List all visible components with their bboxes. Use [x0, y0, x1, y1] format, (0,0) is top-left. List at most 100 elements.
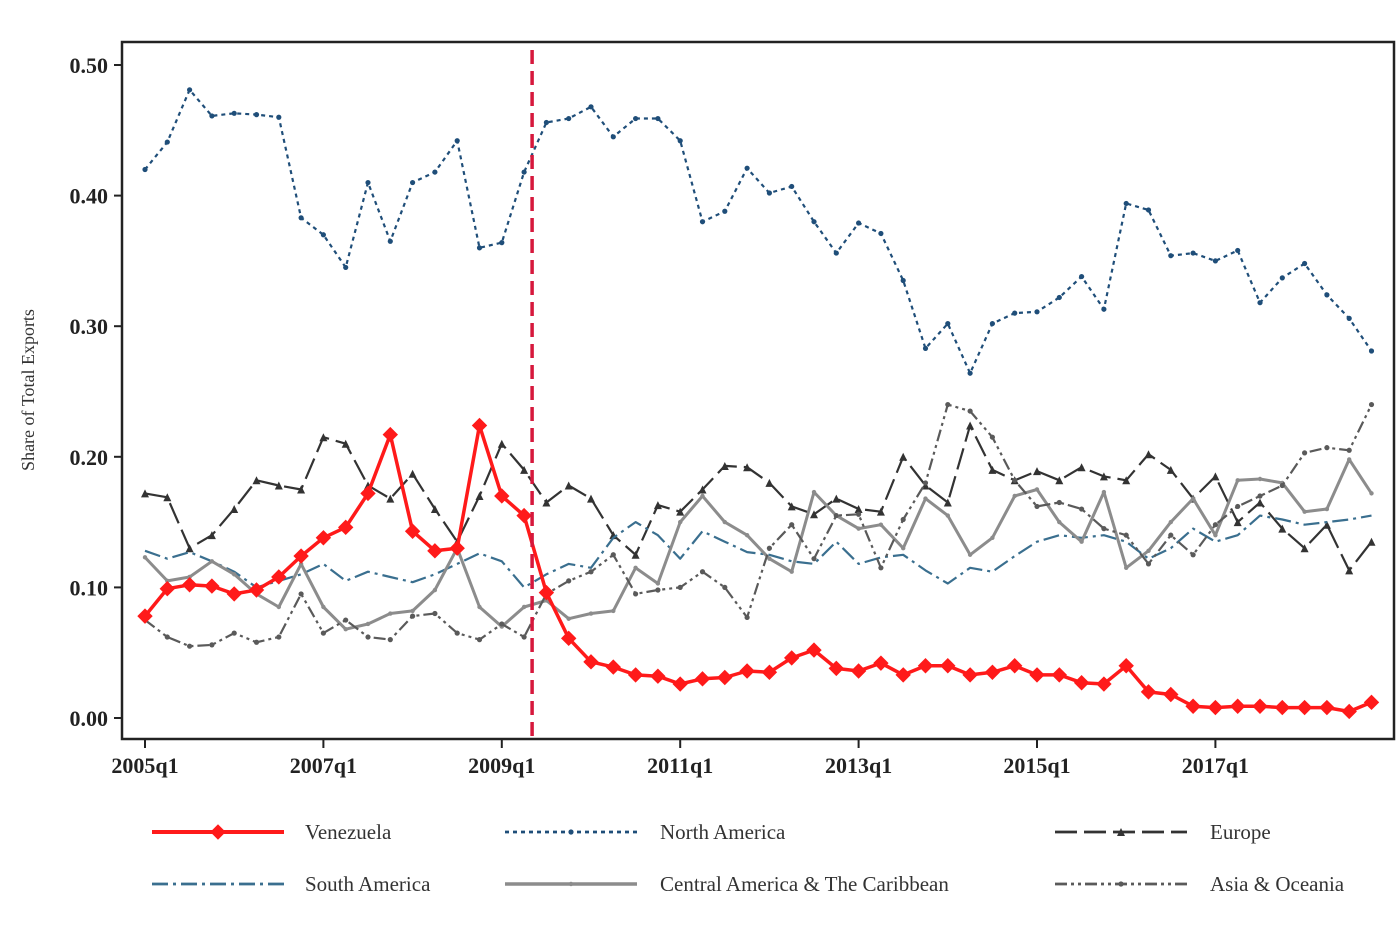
- legend-item-south-america: South America: [152, 872, 431, 896]
- data-point: [1168, 519, 1174, 525]
- data-point: [587, 494, 595, 503]
- data-point: [806, 642, 822, 658]
- data-point: [476, 245, 483, 251]
- data-point: [900, 516, 906, 523]
- data-point: [945, 401, 951, 408]
- data-point: [722, 584, 728, 591]
- data-point: [1368, 348, 1375, 354]
- data-point: [1252, 698, 1268, 714]
- data-point: [1190, 496, 1196, 501]
- data-point: [298, 561, 304, 567]
- series-line-asia-oceania: [144, 403, 1373, 648]
- data-point: [432, 610, 438, 617]
- data-point: [1123, 200, 1129, 207]
- data-point: [943, 498, 952, 507]
- data-point: [1144, 450, 1153, 459]
- x-tick-label: 2007q1: [290, 753, 357, 778]
- data-point: [677, 138, 683, 144]
- x-tick-label: 2013q1: [825, 753, 892, 778]
- data-point: [743, 463, 752, 472]
- data-point: [923, 496, 928, 501]
- data-point: [1207, 699, 1224, 716]
- data-point: [382, 426, 399, 443]
- data-point: [588, 104, 594, 110]
- data-point: [341, 439, 350, 448]
- data-point: [1190, 552, 1196, 558]
- x-axis: 2005q1 2007q1 2009q1 2011q1 2013q1 2015q1 2017…: [111, 739, 1249, 778]
- data-point: [588, 611, 594, 616]
- data-point: [365, 621, 371, 627]
- data-point: [611, 608, 616, 614]
- data-point: [901, 546, 906, 551]
- legend: Venezuela North America Europe South Americ…: [152, 820, 1345, 896]
- data-point: [271, 569, 287, 585]
- data-point: [1211, 472, 1220, 481]
- data-point: [655, 115, 661, 122]
- data-point: [945, 320, 951, 327]
- y-axis: 0.00 0.10 0.20 0.30 0.40 0.50: [70, 53, 122, 731]
- data-point: [207, 531, 216, 540]
- data-point: [432, 587, 438, 593]
- data-point: [1166, 465, 1175, 474]
- data-point: [655, 581, 661, 586]
- data-point: [1051, 667, 1068, 683]
- y-tick-label: 0.00: [70, 706, 109, 731]
- data-point: [854, 505, 863, 514]
- plot-area: [120, 40, 1396, 741]
- legend-label: Europe: [1210, 820, 1271, 844]
- data-point: [365, 634, 371, 640]
- data-point: [694, 671, 711, 687]
- data-point: [276, 114, 282, 120]
- data-point: [494, 488, 510, 504]
- data-point: [1257, 493, 1263, 499]
- data-point: [633, 115, 639, 122]
- data-point: [610, 134, 616, 140]
- data-point: [432, 169, 438, 175]
- data-point: [765, 478, 774, 487]
- data-point: [1296, 699, 1313, 716]
- data-point: [516, 507, 532, 524]
- data-point: [252, 476, 261, 485]
- data-point: [917, 658, 934, 674]
- data-point: [811, 556, 817, 562]
- data-point: [408, 469, 417, 478]
- data-point: [1146, 548, 1151, 554]
- data-point: [1212, 258, 1218, 264]
- data-point: [1302, 260, 1308, 267]
- data-point: [142, 166, 148, 173]
- data-point: [231, 110, 237, 116]
- data-point: [966, 421, 975, 430]
- data-point: [1346, 315, 1352, 321]
- data-point: [164, 139, 170, 145]
- data-point: [1322, 520, 1331, 529]
- data-point: [365, 179, 371, 186]
- x-tick-label: 2011q1: [647, 753, 713, 778]
- data-point: [137, 608, 153, 624]
- data-point: [454, 630, 460, 636]
- data-point: [1235, 503, 1241, 510]
- data-point: [1056, 499, 1062, 506]
- legend-item-north-america: North America: [505, 820, 786, 844]
- data-point: [783, 650, 800, 666]
- data-point: [204, 578, 220, 594]
- legend-marker: [1118, 881, 1124, 887]
- data-point: [1345, 566, 1354, 575]
- data-point: [1278, 524, 1287, 533]
- legend-item-asia-oceania: Asia & Oceania: [1055, 872, 1345, 896]
- data-point: [1101, 526, 1107, 532]
- data-point: [856, 526, 861, 531]
- legend-item-central-america-the-caribbean: Central America & The Caribbean: [505, 872, 949, 896]
- y-tick-label: 0.10: [70, 575, 109, 600]
- data-point: [789, 183, 795, 190]
- data-point: [676, 507, 685, 516]
- data-point: [1012, 493, 1017, 499]
- data-point: [321, 604, 326, 610]
- data-point: [833, 250, 839, 256]
- data-point: [410, 179, 416, 186]
- data-point: [633, 565, 638, 571]
- data-point: [276, 634, 282, 640]
- data-point: [427, 543, 443, 559]
- legend-marker: [568, 881, 574, 887]
- data-point: [538, 584, 555, 601]
- data-point: [1079, 273, 1085, 280]
